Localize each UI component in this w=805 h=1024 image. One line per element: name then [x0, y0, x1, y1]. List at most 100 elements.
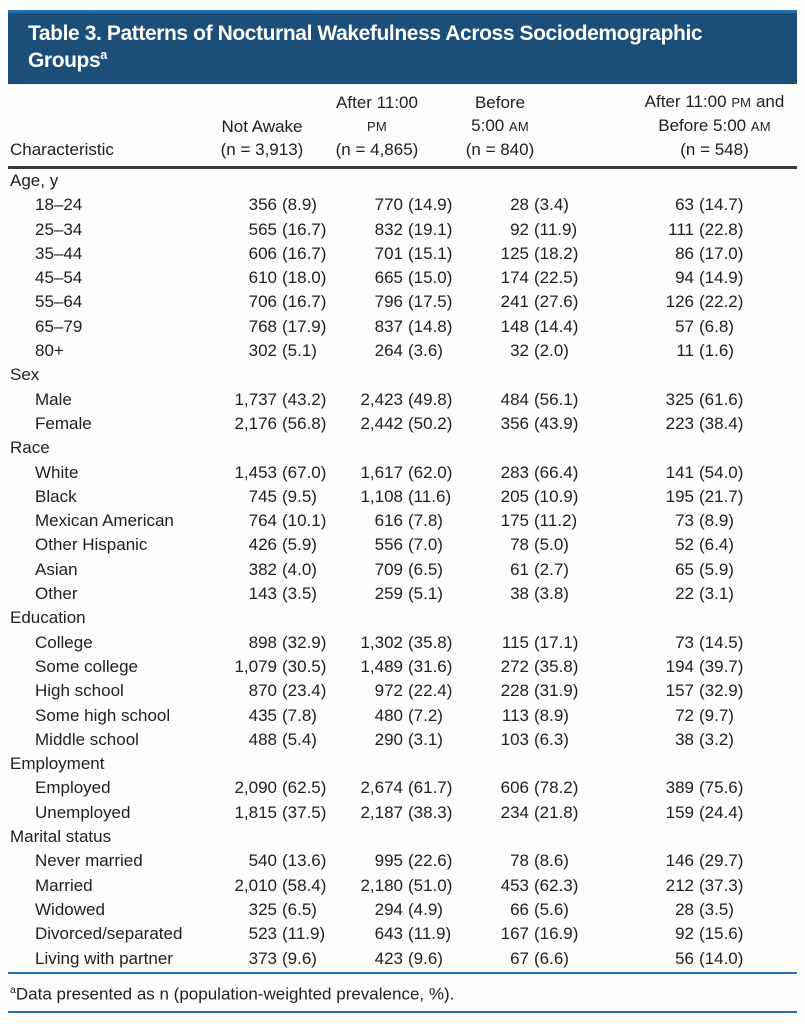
cell-count: 78: [510, 535, 529, 555]
section-label: Employment: [10, 754, 105, 774]
table-row: 55–64 706 (16.7) 796 (17.5) 241 (27.6) 126 (22.2…: [8, 290, 797, 314]
cell-prevalence: (32.9): [699, 681, 744, 701]
cell-prevalence: (13.6): [282, 851, 327, 871]
cell-count: 259: [374, 584, 403, 604]
cell-count: 283: [500, 462, 529, 482]
data-cell: 302 (5.1): [208, 339, 334, 363]
data-cell: 1,489 (31.6): [334, 655, 460, 679]
cell-count: 898: [248, 632, 277, 652]
data-cell: 73 (14.5): [586, 631, 797, 655]
data-cell: 113 (8.9): [460, 704, 586, 728]
row-label: Employed: [35, 778, 111, 798]
data-cell: 174 (22.5): [460, 266, 586, 290]
cell-prevalence: (15.1): [408, 243, 453, 263]
cell-prevalence: (61.7): [408, 778, 453, 798]
cell-prevalence: (3.6): [408, 341, 443, 361]
table-row: 25–34 565 (16.7) 832 (19.1) 92 (11.9) 111 (22.8): [8, 218, 797, 242]
data-cell: 709 (6.5): [334, 558, 460, 582]
cell-count: 78: [510, 851, 529, 871]
row-label: Male: [35, 389, 72, 409]
cell-count: 223: [665, 413, 694, 433]
cell-count: 194: [665, 656, 694, 676]
cell-prevalence: (56.8): [282, 413, 327, 433]
cell-prevalence: (14.4): [534, 316, 579, 336]
table-row: Married 2,010 (58.4) 2,180 (51.0) 453 (62.3) 21…: [8, 874, 797, 898]
cell-prevalence: (3.8): [534, 584, 569, 604]
data-cell: 423 (9.6): [334, 947, 460, 971]
data-cell: 32 (2.0): [460, 339, 586, 363]
cell-prevalence: (7.8): [282, 705, 317, 725]
cell-count: 28: [510, 195, 529, 215]
cell-prevalence: (23.4): [282, 681, 327, 701]
data-cell: 610 (18.0): [208, 266, 334, 290]
cell-count: 832: [374, 219, 403, 239]
cell-prevalence: (5.6): [534, 899, 569, 919]
cell-count: 159: [665, 802, 694, 822]
table-row: High school 870 (23.4) 972 (22.4) 228 (31.9) 15…: [8, 679, 797, 703]
cell-count: 241: [500, 292, 529, 312]
cell-count: 701: [374, 243, 403, 263]
cell-prevalence: (9.5): [282, 486, 317, 506]
cell-count: 1,617: [360, 462, 403, 482]
column-header-line: After 11:00 PM: [336, 93, 418, 134]
cell-prevalence: (6.3): [534, 729, 569, 749]
cell-count: 565: [248, 219, 277, 239]
data-cell: 2,442 (50.2): [334, 412, 460, 436]
section-label: Education: [10, 608, 86, 628]
table-title-bar: Table 3. Patterns of Nocturnal Wakefulne…: [8, 10, 797, 84]
cell-prevalence: (2.0): [534, 341, 569, 361]
data-cell: 2,176 (56.8): [208, 412, 334, 436]
table-row: 45–54 610 (18.0) 665 (15.0) 174 (22.5) 94 (14.9): [8, 266, 797, 290]
data-cell: 11 (1.6): [586, 339, 797, 363]
cell-prevalence: (7.8): [408, 511, 443, 531]
cell-count: 125: [500, 243, 529, 263]
cell-count: 73: [675, 511, 694, 531]
cell-prevalence: (39.7): [699, 656, 744, 676]
cell-count: 212: [665, 875, 694, 895]
cell-count: 38: [510, 584, 529, 604]
cell-count: 272: [500, 656, 529, 676]
cell-prevalence: (5.1): [408, 584, 443, 604]
table-row: Unemployed 1,815 (37.5) 2,187 (38.3) 234 (21.8…: [8, 801, 797, 825]
cell-count: 72: [675, 705, 694, 725]
cell-prevalence: (24.4): [699, 802, 744, 822]
cell-prevalence: (15.0): [408, 268, 453, 288]
cell-prevalence: (22.6): [408, 851, 453, 871]
row-label: 18–24: [35, 195, 83, 215]
cell-count: 2,180: [360, 875, 403, 895]
cell-prevalence: (3.5): [699, 899, 734, 919]
cell-count: 175: [500, 511, 529, 531]
cell-prevalence: (50.2): [408, 413, 453, 433]
cell-prevalence: (21.7): [699, 486, 744, 506]
cell-prevalence: (8.9): [699, 511, 734, 531]
cell-count: 764: [248, 511, 277, 531]
cell-count: 382: [248, 559, 277, 579]
data-cell: 28 (3.4): [460, 193, 586, 217]
row-label: White: [35, 462, 79, 482]
cell-count: 616: [374, 511, 403, 531]
cell-count: 143: [248, 584, 277, 604]
cell-count: 52: [675, 535, 694, 555]
data-cell: 126 (22.2): [586, 290, 797, 314]
footnote-text: Data presented as n (population-weighted…: [15, 984, 455, 1004]
cell-prevalence: (7.0): [408, 535, 443, 555]
data-cell: 294 (4.9): [334, 898, 460, 922]
cell-prevalence: (5.4): [282, 729, 317, 749]
row-label: 45–54: [35, 268, 83, 288]
cell-prevalence: (14.0): [699, 948, 744, 968]
row-label: Never married: [35, 851, 143, 871]
data-cell: 111 (22.8): [586, 218, 797, 242]
cell-count: 325: [248, 899, 277, 919]
cell-prevalence: (37.5): [282, 802, 327, 822]
data-cell: 832 (19.1): [334, 218, 460, 242]
data-cell: 141 (54.0): [586, 461, 797, 485]
data-cell: 2,674 (61.7): [334, 776, 460, 800]
data-cell: 259 (5.1): [334, 582, 460, 606]
cell-prevalence: (62.3): [534, 875, 579, 895]
cell-count: 745: [248, 486, 277, 506]
row-label: 80+: [35, 341, 64, 361]
column-header-after-11pm: After 11:00 PM (n = 4,865): [334, 91, 460, 161]
cell-count: 111: [668, 219, 694, 239]
cell-count: 972: [374, 681, 403, 701]
